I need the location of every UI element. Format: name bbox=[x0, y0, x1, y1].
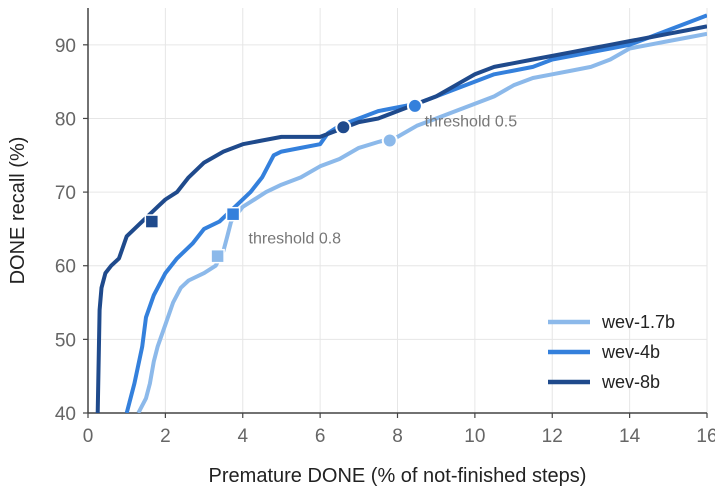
x-tick-label: 14 bbox=[619, 426, 641, 447]
x-tick-label: 16 bbox=[696, 426, 715, 447]
x-tick-label: 10 bbox=[464, 426, 485, 447]
annotation-threshold-0-8: threshold 0.8 bbox=[249, 231, 342, 248]
marker-wev-1-7b-threshold-0-5 bbox=[381, 132, 398, 149]
legend-label-wev-8b: wev-8b bbox=[601, 372, 660, 392]
x-tick-label: 12 bbox=[542, 426, 563, 447]
tick-labels: 0 2 4 6 8 10 12 14 16 40 50 60 70 80 90 bbox=[55, 36, 715, 447]
marker-wev-8b-threshold-0-5 bbox=[335, 119, 352, 136]
threshold-markers bbox=[144, 97, 423, 264]
x-axis-label: Premature DONE (% of not-finished steps) bbox=[209, 465, 587, 487]
y-tick-label: 70 bbox=[55, 183, 76, 204]
x-tick-label: 4 bbox=[237, 426, 248, 447]
marker-wev-4b-threshold-0-8 bbox=[225, 206, 241, 222]
marker-wev-8b-threshold-0-8 bbox=[144, 214, 160, 229]
x-tick-label: 8 bbox=[392, 426, 403, 447]
legend: wev-1.7b wev-4b wev-8b bbox=[548, 312, 675, 392]
x-tick-label: 2 bbox=[160, 426, 171, 447]
y-tick-label: 90 bbox=[55, 36, 76, 57]
series-line-wev-1-7b bbox=[136, 31, 707, 413]
marker-wev-4b-threshold-0-5 bbox=[406, 97, 423, 114]
annotations: threshold 0.5 threshold 0.8 bbox=[249, 114, 518, 248]
y-tick-label: 50 bbox=[55, 330, 76, 351]
legend-label-wev-1-7b: wev-1.7b bbox=[601, 312, 675, 332]
y-axis-label: DONE recall (%) bbox=[7, 137, 29, 285]
marker-wev-1-7b-threshold-0-8 bbox=[210, 248, 225, 264]
annotation-threshold-0-5: threshold 0.5 bbox=[425, 114, 518, 131]
series-line-wev-8b bbox=[95, 24, 707, 413]
y-tick-label: 60 bbox=[55, 257, 76, 278]
y-tick-label: 80 bbox=[55, 109, 76, 130]
y-tick-label: 40 bbox=[55, 404, 76, 425]
legend-label-wev-4b: wev-4b bbox=[601, 342, 660, 362]
x-tick-label: 6 bbox=[315, 426, 326, 447]
x-tick-label: 0 bbox=[83, 426, 94, 447]
